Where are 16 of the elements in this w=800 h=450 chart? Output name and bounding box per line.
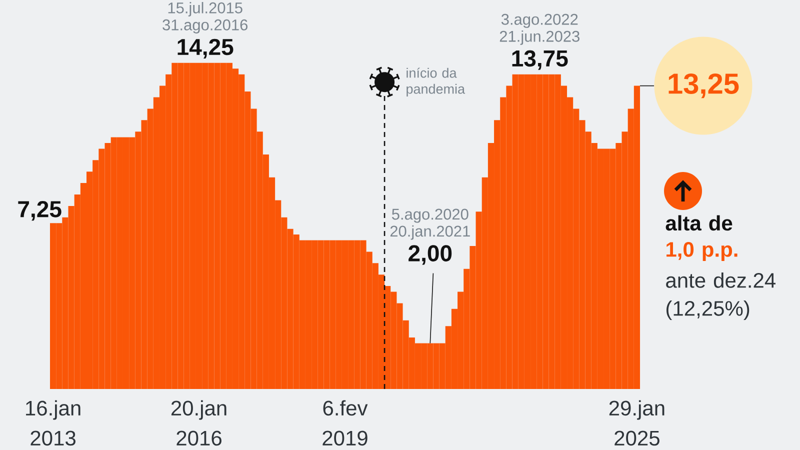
x-tick-label: 29.jan 2025 [609,400,664,446]
data-label: 14,25 [178,38,234,58]
x-tick-label: 6.fev 2019 [322,400,368,446]
data-label: 2,00 [408,245,452,265]
x-tick-label: 20.jan 2016 [171,400,226,446]
annotation: início da pandemia [406,68,466,96]
data-label: 13,75 [512,50,568,70]
annotation: 5.ago.2020 20.jan.2021 [390,208,470,240]
annotation: 15.jul.2015 31.ago.2016 [162,2,248,34]
annotation: 3.ago.2022 21.jun.2023 [500,14,580,45]
text: ante dez.24 (12,25%) [666,272,776,320]
data-label: 13,25 [668,73,739,98]
data-label: 7,25 [18,201,62,221]
x-tick-label: 16.jan 2013 [26,400,80,446]
text: 1,0 p.p. [666,242,738,262]
text: alta de [666,215,732,231]
